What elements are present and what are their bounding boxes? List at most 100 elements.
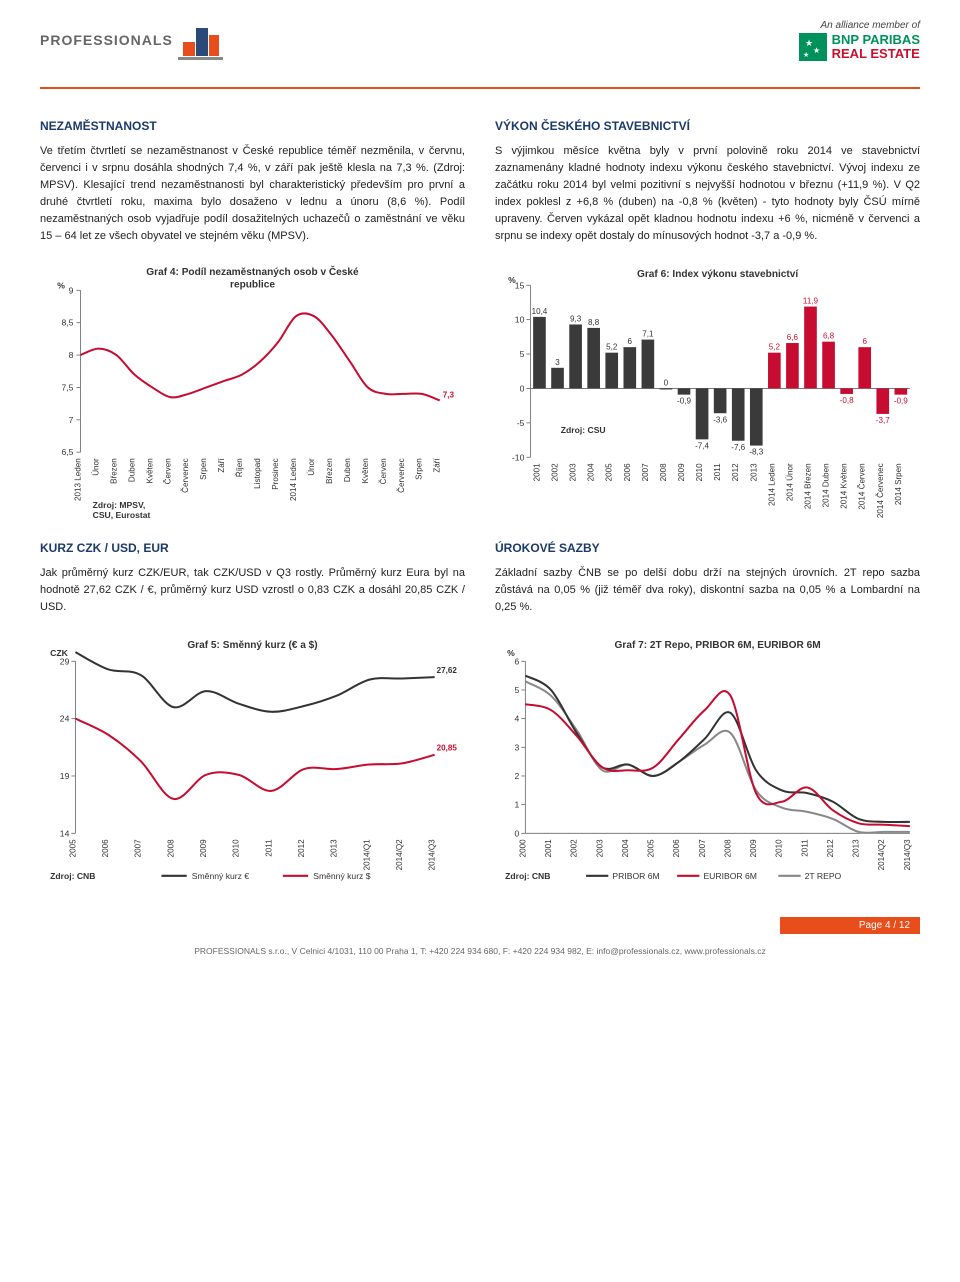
svg-text:6: 6 — [628, 337, 633, 346]
svg-text:2014 Leden: 2014 Leden — [289, 458, 298, 501]
svg-text:3: 3 — [515, 742, 520, 752]
svg-text:2014 Srpen: 2014 Srpen — [894, 463, 903, 505]
brand-logo: PROFESSIONALS — [40, 20, 223, 60]
chart5: Graf 5: Směnný kurz (€ a $)CZK1419242927… — [40, 636, 465, 889]
svg-text:2001: 2001 — [544, 839, 553, 857]
chart7-container: Graf 7: 2T Repo, PRIBOR 6M, EURIBOR 6M%0… — [495, 636, 920, 892]
svg-text:2013: 2013 — [749, 463, 758, 481]
svg-text:Září: Září — [217, 457, 226, 472]
unemployment-body: Ve třetím čtvrtletí se nezaměstnanost v … — [40, 143, 465, 245]
svg-text:27,62: 27,62 — [437, 666, 458, 675]
footer-info: PROFESSIONALS s.r.o., V Celnici 4/1031, … — [40, 946, 920, 956]
svg-text:2014 Leden: 2014 Leden — [767, 463, 776, 506]
svg-text:11,9: 11,9 — [803, 296, 819, 305]
svg-text:2011: 2011 — [713, 463, 722, 481]
construction-body: S výjimkou měsíce května byly v první po… — [495, 143, 920, 245]
svg-text:24: 24 — [60, 714, 70, 724]
chart4-container: Graf 4: Podíl nezaměstnaných osob v Česk… — [40, 265, 465, 526]
svg-text:10: 10 — [515, 315, 525, 325]
alliance-logo: An alliance member of ★ ★ ★ BNP PARIBAS … — [799, 20, 920, 62]
svg-text:2009: 2009 — [677, 463, 686, 481]
svg-text:Květen: Květen — [145, 458, 154, 483]
brand-logo-icon — [178, 20, 223, 60]
svg-text:-5: -5 — [517, 418, 525, 428]
svg-text:Únor: Únor — [307, 458, 316, 476]
fx-title: KURZ CZK / USD, EUR — [40, 541, 465, 555]
svg-text:-0,9: -0,9 — [677, 397, 691, 406]
svg-text:-10: -10 — [512, 452, 525, 462]
svg-text:2010: 2010 — [232, 839, 241, 857]
svg-text:2007: 2007 — [641, 463, 650, 481]
svg-text:15: 15 — [515, 280, 525, 290]
svg-text:2010: 2010 — [695, 463, 704, 481]
svg-text:Srpen: Srpen — [199, 458, 208, 480]
svg-text:2006: 2006 — [623, 463, 632, 481]
svg-text:-0,8: -0,8 — [840, 396, 854, 405]
svg-text:-3,7: -3,7 — [876, 416, 890, 425]
svg-text:2014 Únor: 2014 Únor — [785, 463, 794, 501]
svg-text:2002: 2002 — [551, 463, 560, 481]
svg-text:2007: 2007 — [698, 839, 707, 857]
bnp-line1: BNP PARIBAS — [832, 33, 920, 47]
svg-text:-7,4: -7,4 — [695, 441, 709, 450]
chart6: Graf 6: Index výkonu stavebnictví%-10-50… — [495, 265, 920, 523]
svg-text:2008: 2008 — [166, 839, 175, 857]
svg-text:10,4: 10,4 — [532, 307, 548, 316]
svg-text:-8,3: -8,3 — [749, 448, 763, 457]
svg-text:7,3: 7,3 — [443, 390, 455, 399]
svg-text:0: 0 — [520, 383, 525, 393]
svg-text:2010: 2010 — [775, 839, 784, 857]
svg-text:5,2: 5,2 — [769, 343, 781, 352]
svg-text:14: 14 — [60, 828, 70, 838]
svg-text:2013: 2013 — [330, 839, 339, 857]
svg-text:Směnný kurz $: Směnný kurz $ — [313, 871, 371, 881]
svg-text:8,5: 8,5 — [61, 318, 73, 328]
svg-text:Červen: Červen — [379, 458, 388, 484]
svg-text:EURIBOR 6M: EURIBOR 6M — [703, 871, 756, 881]
svg-text:2014 Červen: 2014 Červen — [858, 463, 867, 509]
svg-text:2005: 2005 — [68, 839, 77, 857]
svg-text:Zdroj: MPSV,: Zdroj: MPSV, — [93, 500, 146, 510]
svg-text:2012: 2012 — [731, 463, 740, 481]
svg-text:5: 5 — [520, 349, 525, 359]
svg-text:29: 29 — [60, 656, 70, 666]
svg-text:5,2: 5,2 — [606, 343, 618, 352]
svg-text:2014/Q2: 2014/Q2 — [395, 839, 404, 870]
svg-text:5: 5 — [515, 685, 520, 695]
svg-text:Prosinec: Prosinec — [271, 458, 280, 489]
svg-text:2006: 2006 — [101, 839, 110, 857]
svg-text:1: 1 — [515, 800, 520, 810]
svg-text:7,5: 7,5 — [61, 382, 73, 392]
svg-text:2014 Duben: 2014 Duben — [822, 463, 831, 507]
svg-text:★: ★ — [803, 51, 809, 59]
svg-text:6: 6 — [515, 656, 520, 666]
svg-text:Březen: Březen — [109, 458, 118, 484]
svg-text:6,6: 6,6 — [787, 333, 799, 342]
svg-text:6,8: 6,8 — [823, 331, 835, 340]
svg-text:2004: 2004 — [587, 463, 596, 481]
svg-text:2005: 2005 — [605, 463, 614, 481]
chart4: Graf 4: Podíl nezaměstnaných osob v Česk… — [40, 265, 465, 523]
svg-text:2003: 2003 — [569, 463, 578, 481]
svg-text:Směnný kurz €: Směnný kurz € — [192, 871, 250, 881]
svg-text:Červenec: Červenec — [181, 458, 190, 493]
svg-text:Zdroj: CNB: Zdroj: CNB — [505, 871, 550, 881]
svg-text:Zdroj: CNB: Zdroj: CNB — [50, 871, 95, 881]
svg-text:★: ★ — [805, 38, 813, 48]
svg-text:2014 Květen: 2014 Květen — [840, 463, 849, 508]
svg-text:4: 4 — [515, 714, 520, 724]
fx-body: Jak průměrný kurz CZK/EUR, tak CZK/USD v… — [40, 565, 465, 616]
svg-text:PRIBOR 6M: PRIBOR 6M — [612, 871, 659, 881]
bnp-line2: REAL ESTATE — [832, 47, 920, 61]
page-number: Page 4 / 12 — [780, 917, 920, 934]
svg-text:8: 8 — [69, 350, 74, 360]
alliance-text: An alliance member of — [799, 20, 920, 31]
svg-text:2005: 2005 — [647, 839, 656, 857]
svg-text:2008: 2008 — [659, 463, 668, 481]
svg-text:7,1: 7,1 — [642, 329, 654, 338]
svg-text:9: 9 — [69, 285, 74, 295]
brand-logo-text: PROFESSIONALS — [40, 32, 173, 48]
svg-text:2012: 2012 — [826, 839, 835, 857]
svg-text:Duben: Duben — [343, 458, 352, 482]
svg-text:19: 19 — [60, 771, 70, 781]
